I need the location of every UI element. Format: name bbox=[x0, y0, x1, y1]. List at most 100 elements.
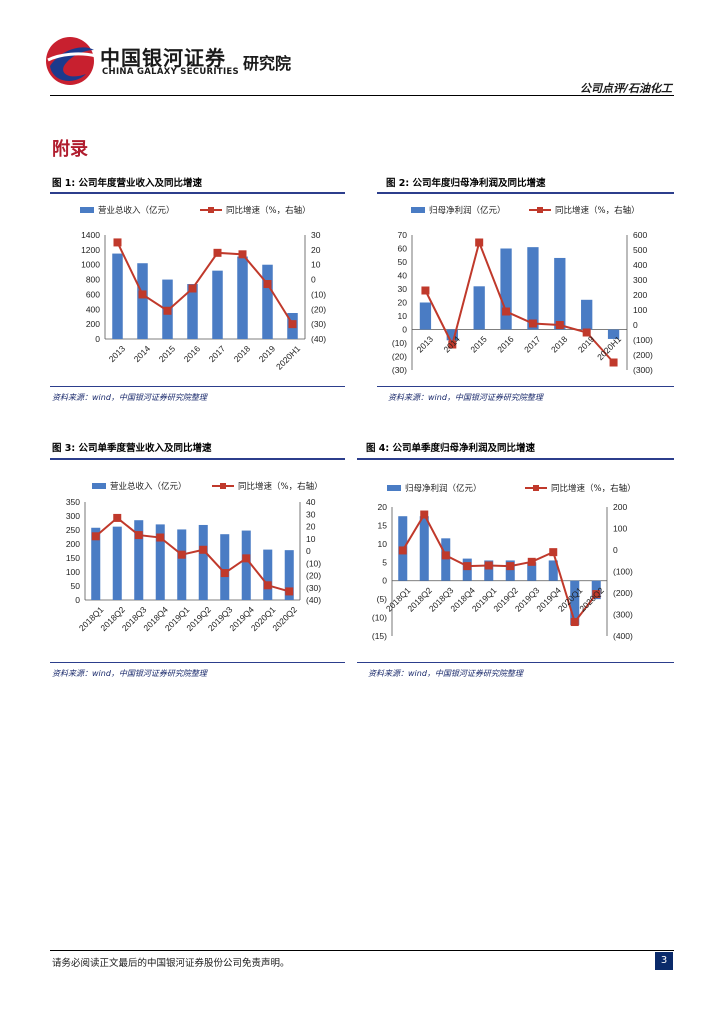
growth-point-2020H1 bbox=[609, 358, 618, 367]
figure-4-chart: 归母净利润（亿元） 同比增速（%，右轴） (15) (10) (5) 0 5 10 15 20 (4… bbox=[372, 483, 636, 641]
y-right-tick-label: 40 bbox=[306, 497, 316, 507]
growth-point-2019Q2 bbox=[506, 562, 515, 571]
bar-2019Q3 bbox=[220, 534, 230, 600]
y-right-tick-label: 0 bbox=[633, 320, 638, 330]
growth-point-2018Q4 bbox=[156, 533, 165, 542]
y-right-tick-label: 200 bbox=[613, 502, 627, 512]
bar-2019 bbox=[581, 299, 593, 330]
y-left-tick-label: 600 bbox=[86, 289, 100, 299]
bar-2020Q1 bbox=[263, 549, 273, 600]
y-right-tick-label: (200) bbox=[613, 588, 633, 598]
y-left-tick-label: 20 bbox=[398, 298, 408, 308]
growth-point-2020Q1 bbox=[570, 618, 579, 627]
growth-line bbox=[401, 512, 598, 625]
growth-point-2014 bbox=[138, 290, 147, 299]
x-tick-label: 2018 bbox=[549, 334, 570, 355]
y-left-tick-label: 50 bbox=[71, 581, 81, 591]
growth-point-2020Q2 bbox=[285, 587, 294, 596]
y-left-tick-label: 70 bbox=[398, 230, 408, 240]
legend-bar-swatch bbox=[387, 485, 401, 491]
y-right-tick-label: 500 bbox=[633, 245, 647, 255]
figure-1-bottom-rule bbox=[50, 386, 345, 387]
bar-2016 bbox=[187, 284, 198, 339]
y-right-tick-label: (40) bbox=[311, 334, 326, 344]
bar-2020Q2 bbox=[591, 580, 601, 600]
y-right-tick-label: 20 bbox=[306, 522, 316, 532]
y-right-tick-label: 400 bbox=[633, 260, 647, 270]
bar-2013 bbox=[112, 253, 123, 339]
growth-point-2018Q2 bbox=[420, 510, 429, 519]
bar-2018Q2 bbox=[419, 516, 429, 581]
x-tick-label: 2014 bbox=[441, 334, 462, 355]
growth-point-2018Q3 bbox=[134, 531, 143, 540]
x-tick-label: 2016 bbox=[182, 343, 203, 364]
legend-line-label: 同比增速（%，右轴） bbox=[226, 205, 311, 216]
legend-bar-swatch bbox=[92, 483, 106, 489]
bar-2018Q4 bbox=[155, 524, 165, 600]
y-right-tick-label: 0 bbox=[613, 545, 618, 555]
growth-point-2020Q1 bbox=[263, 581, 272, 590]
figure-1-top-rule bbox=[50, 192, 345, 194]
figure-2-title: 图 2: 公司年度归母净利润及同比增速 bbox=[386, 178, 546, 189]
figure-2-bottom-rule bbox=[377, 386, 674, 387]
y-right-tick-label: (20) bbox=[306, 571, 321, 581]
growth-point-2019Q2 bbox=[199, 545, 208, 554]
growth-point-2013 bbox=[113, 238, 122, 247]
bar-2014 bbox=[137, 263, 148, 339]
y-left-tick-label: 0 bbox=[95, 334, 100, 344]
y-left-tick-label: (30) bbox=[392, 365, 407, 375]
legend-bar-swatch bbox=[80, 207, 94, 213]
y-right-tick-label: 200 bbox=[633, 290, 647, 300]
y-left-tick-label: (15) bbox=[372, 631, 387, 641]
y-left-tick-label: 60 bbox=[398, 244, 408, 254]
header-logo bbox=[40, 30, 310, 92]
report-category: 公司点评/石油化工 bbox=[579, 82, 672, 95]
y-right-tick-label: (300) bbox=[613, 610, 633, 620]
y-left-tick-label: 0 bbox=[402, 325, 407, 335]
y-left-tick-label: 150 bbox=[66, 553, 80, 563]
bar-2019Q4 bbox=[241, 530, 251, 600]
figure-4-bottom-rule bbox=[357, 662, 674, 663]
bar-2018 bbox=[554, 257, 566, 330]
y-left-tick-label: 0 bbox=[382, 576, 387, 586]
y-left-tick-label: 20 bbox=[378, 502, 388, 512]
footer-disclaimer: 请务必阅读正文最后的中国银河证券股份公司免责声明。 bbox=[52, 958, 290, 969]
legend-line-marker bbox=[208, 207, 214, 213]
growth-line bbox=[95, 516, 290, 593]
growth-point-2016 bbox=[502, 307, 511, 316]
y-right-tick-label: 30 bbox=[306, 509, 316, 519]
y-right-tick-label: (30) bbox=[306, 583, 321, 593]
y-left-tick-label: 40 bbox=[398, 271, 408, 281]
x-tick-label: 2016 bbox=[495, 334, 516, 355]
figure-3-bottom-rule bbox=[50, 662, 345, 663]
growth-point-2019Q3 bbox=[527, 557, 536, 566]
y-left-tick-label: 250 bbox=[66, 525, 80, 535]
bar-2018Q3 bbox=[134, 520, 144, 600]
y-left-tick-label: 30 bbox=[398, 284, 408, 294]
brand-name-en: CHINA GALAXY SECURITIES bbox=[102, 67, 239, 77]
growth-point-2018Q3 bbox=[441, 551, 450, 560]
x-tick-label: 2015 bbox=[157, 343, 178, 364]
legend-bar-swatch bbox=[411, 207, 425, 213]
growth-point-2019Q1 bbox=[177, 550, 186, 559]
x-tick-label: 2019 bbox=[576, 334, 597, 355]
y-left-tick-label: (5) bbox=[377, 594, 388, 604]
bar-2018Q1 bbox=[91, 527, 101, 600]
legend-line-marker bbox=[533, 485, 539, 491]
y-right-tick-label: (400) bbox=[613, 631, 633, 641]
y-right-tick-label: 0 bbox=[311, 275, 316, 285]
growth-point-2014 bbox=[448, 340, 457, 349]
y-left-tick-label: 50 bbox=[398, 257, 408, 267]
y-right-tick-label: (200) bbox=[633, 350, 653, 360]
y-right-tick-label: 600 bbox=[633, 230, 647, 240]
growth-line bbox=[116, 241, 294, 325]
brand-name-cn: 中国银河证券 bbox=[100, 46, 226, 70]
bar-2019Q1 bbox=[177, 529, 187, 600]
legend-line-label: 同比增速（%，右轴） bbox=[555, 205, 640, 216]
growth-point-2018 bbox=[555, 321, 564, 329]
galaxy-logo-icon bbox=[46, 37, 97, 85]
y-right-tick-label: 0 bbox=[306, 546, 311, 556]
y-left-tick-label: 15 bbox=[378, 520, 388, 530]
x-tick-label: 2013 bbox=[415, 334, 436, 355]
growth-point-2020Q2 bbox=[592, 590, 601, 599]
